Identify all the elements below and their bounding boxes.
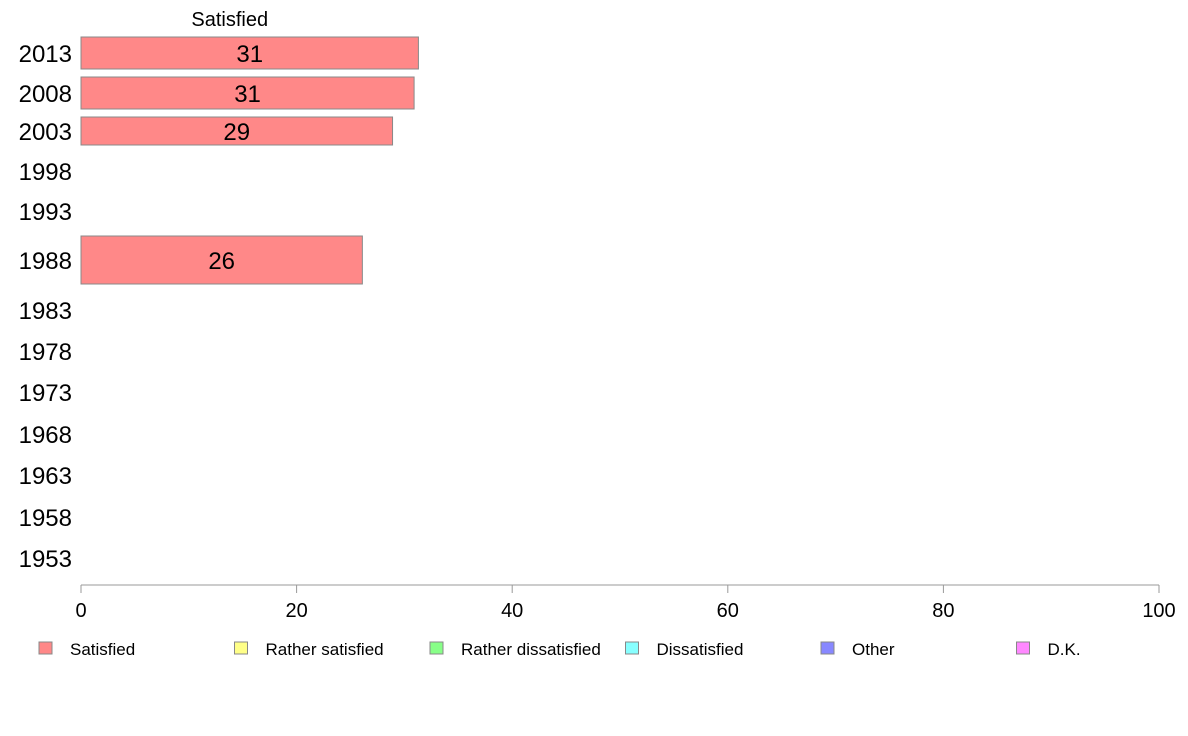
bars-group: 31 31 29 26 xyxy=(80,36,419,285)
legend: Satisfied Rather satisfied Rather dissatis… xyxy=(38,640,1081,659)
bar-2008-satisfied xyxy=(80,76,415,110)
legend-swatch-d-k xyxy=(1016,641,1030,655)
row-label-1963: 1963 xyxy=(19,463,72,490)
bar-value-label-2008: 31 xyxy=(234,81,261,108)
row-label-1988: 1988 xyxy=(19,248,72,275)
x-tick-label-40: 40 xyxy=(501,600,523,622)
legend-label-satisfied: Satisfied xyxy=(70,640,135,659)
row-label-1973: 1973 xyxy=(19,380,72,407)
legend-swatch-satisfied xyxy=(38,641,53,655)
legend-label-rather-dissatisfied: Rather dissatisfied xyxy=(461,640,601,659)
legend-swatch-dissatisfied xyxy=(625,641,639,655)
series-header-group: Satisfied xyxy=(191,9,268,31)
bar-value-label-1988: 26 xyxy=(208,248,235,275)
bar-2013-satisfied xyxy=(80,36,419,70)
row-label-1978: 1978 xyxy=(19,339,72,366)
legend-swatch-other xyxy=(820,641,835,655)
row-label-1983: 1983 xyxy=(19,298,72,325)
row-label-1953: 1953 xyxy=(19,546,72,573)
legend-label-dissatisfied: Dissatisfied xyxy=(657,640,744,659)
bar-1988-satisfied xyxy=(80,235,363,285)
legend-label-rather-satisfied: Rather satisfied xyxy=(266,640,384,659)
row-label-1968: 1968 xyxy=(19,422,72,449)
bar-value-label-2003: 29 xyxy=(223,119,250,146)
row-labels-group: 2013 2008 2003 1998 1993 1988 1983 1978 1973 1968… xyxy=(19,41,72,573)
x-tick-label-0: 0 xyxy=(75,600,86,622)
legend-swatch-rather-satisfied xyxy=(234,641,248,655)
series-header: Satisfied xyxy=(191,9,268,31)
bar-2003-satisfied xyxy=(80,116,394,146)
x-tick-label-100: 100 xyxy=(1142,600,1175,622)
legend-label-d-k: D.K. xyxy=(1048,640,1081,659)
row-label-1998: 1998 xyxy=(19,159,72,186)
legend-label-other: Other xyxy=(852,640,895,659)
row-label-2013: 2013 xyxy=(19,41,72,68)
x-tick-label-80: 80 xyxy=(932,600,954,622)
row-label-1993: 1993 xyxy=(19,199,72,226)
x-tick-label-20: 20 xyxy=(285,600,307,622)
x-axis: 0 20 40 60 80 100 xyxy=(75,584,1176,622)
row-label-2003: 2003 xyxy=(19,119,72,146)
row-label-1958: 1958 xyxy=(19,505,72,532)
legend-swatch-rather-dissatisfied xyxy=(429,641,444,655)
row-label-2008: 2008 xyxy=(19,81,72,108)
x-tick-label-60: 60 xyxy=(717,600,739,622)
bar-value-label-2013: 31 xyxy=(236,41,263,68)
